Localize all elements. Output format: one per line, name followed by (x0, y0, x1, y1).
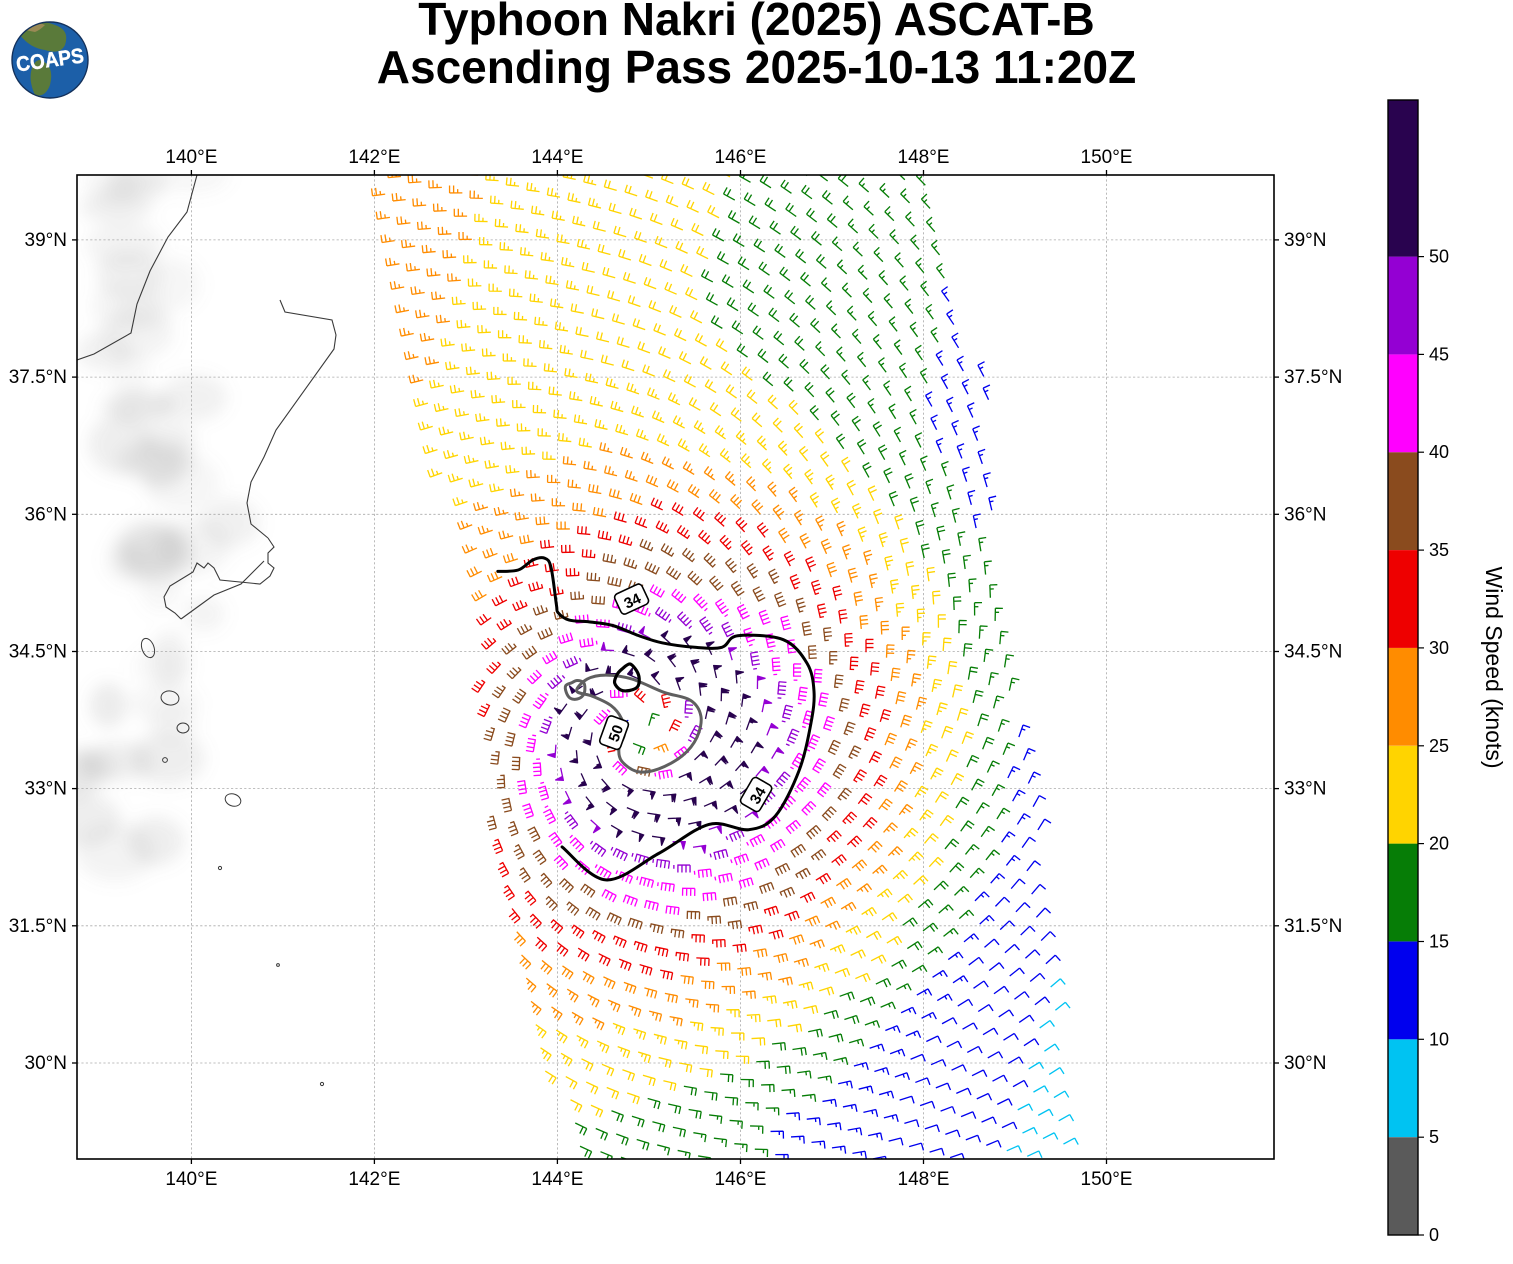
svg-text:Ascending Pass 2025-10-13 11:2: Ascending Pass 2025-10-13 11:20Z (377, 41, 1136, 93)
svg-text:39°N: 39°N (1284, 230, 1326, 251)
svg-text:10: 10 (1429, 1029, 1449, 1049)
svg-text:146°E: 146°E (715, 1169, 767, 1190)
svg-text:5: 5 (1429, 1127, 1439, 1147)
svg-text:142°E: 142°E (348, 1169, 400, 1190)
svg-text:148°E: 148°E (898, 1169, 950, 1190)
svg-text:Typhoon Nakri (2025) ASCAT-B: Typhoon Nakri (2025) ASCAT-B (418, 0, 1094, 45)
svg-text:31.5°N: 31.5°N (9, 916, 67, 937)
svg-text:30°N: 30°N (1284, 1053, 1326, 1074)
svg-text:15: 15 (1429, 932, 1449, 952)
svg-text:36°N: 36°N (25, 504, 67, 525)
svg-text:31.5°N: 31.5°N (1284, 916, 1342, 937)
svg-text:37.5°N: 37.5°N (9, 367, 67, 388)
svg-text:0: 0 (1429, 1225, 1439, 1245)
svg-text:50: 50 (1429, 247, 1449, 267)
svg-text:34.5°N: 34.5°N (1284, 642, 1342, 663)
svg-text:30°N: 30°N (25, 1053, 67, 1074)
svg-text:150°E: 150°E (1081, 1169, 1133, 1190)
svg-text:34.5°N: 34.5°N (9, 642, 67, 663)
svg-text:146°E: 146°E (715, 147, 767, 168)
svg-text:45: 45 (1429, 344, 1449, 364)
svg-text:140°E: 140°E (165, 1169, 217, 1190)
svg-text:35: 35 (1429, 540, 1449, 560)
svg-text:144°E: 144°E (531, 147, 583, 168)
svg-text:37.5°N: 37.5°N (1284, 367, 1342, 388)
svg-text:150°E: 150°E (1081, 147, 1133, 168)
svg-text:25: 25 (1429, 736, 1449, 756)
svg-text:36°N: 36°N (1284, 504, 1326, 525)
svg-text:33°N: 33°N (1284, 779, 1326, 800)
svg-text:39°N: 39°N (25, 230, 67, 251)
svg-text:20: 20 (1429, 834, 1449, 854)
svg-text:148°E: 148°E (898, 147, 950, 168)
svg-text:144°E: 144°E (531, 1169, 583, 1190)
svg-text:140°E: 140°E (165, 147, 217, 168)
svg-text:142°E: 142°E (348, 147, 400, 168)
svg-text:33°N: 33°N (25, 779, 67, 800)
svg-text:40: 40 (1429, 442, 1449, 462)
svg-text:Wind Speed (knots): Wind Speed (knots) (1481, 567, 1507, 769)
svg-text:30: 30 (1429, 638, 1449, 658)
